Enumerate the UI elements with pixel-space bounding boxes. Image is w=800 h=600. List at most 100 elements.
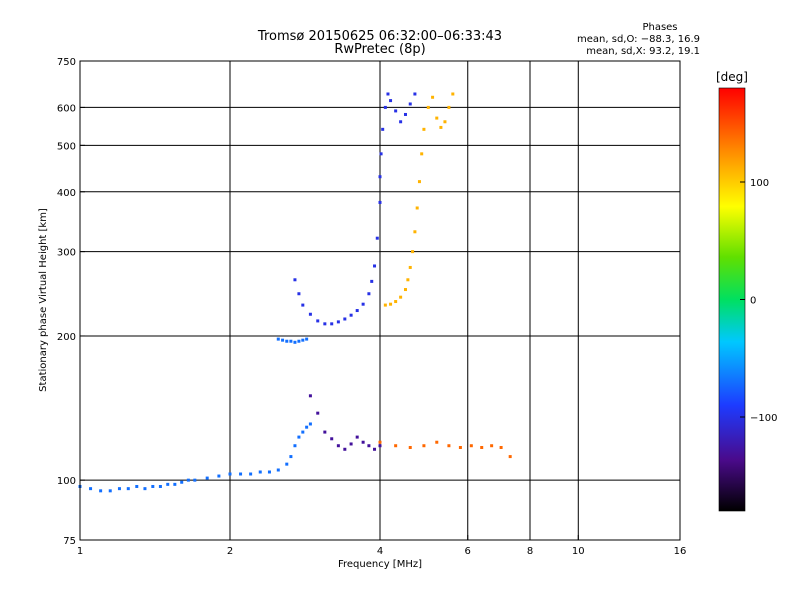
data-point xyxy=(367,444,371,448)
data-point xyxy=(426,105,430,109)
x-axis-label: Frequency [MHz] xyxy=(338,559,422,570)
data-point xyxy=(413,92,417,96)
data-point xyxy=(408,265,412,269)
y-tick-label: 200 xyxy=(57,332,76,343)
data-point xyxy=(420,152,424,156)
data-point xyxy=(406,278,410,282)
y-tick-label: 750 xyxy=(57,57,76,68)
colorbar-tick-label: −100 xyxy=(750,413,777,424)
x-tick-label: 1 xyxy=(77,546,83,557)
data-point xyxy=(451,92,455,96)
data-point xyxy=(336,444,340,448)
data-point xyxy=(499,445,503,449)
data-point xyxy=(378,440,382,444)
data-point xyxy=(373,447,377,451)
data-point xyxy=(447,444,451,448)
data-point xyxy=(408,102,412,106)
data-point xyxy=(490,444,494,448)
data-point xyxy=(431,95,435,99)
data-point xyxy=(508,455,512,459)
data-point xyxy=(308,422,312,426)
data-point xyxy=(399,120,403,124)
data-point xyxy=(480,445,484,449)
data-point xyxy=(173,482,177,486)
stats-x-mode: mean, sd,X: 93.2, 19.1 xyxy=(586,46,700,57)
data-point xyxy=(126,487,130,491)
data-point xyxy=(379,152,383,156)
data-point xyxy=(330,322,334,326)
data-point xyxy=(361,302,365,306)
plot-frame xyxy=(79,60,681,541)
x-tick-label: 8 xyxy=(527,546,533,557)
data-point xyxy=(316,319,320,323)
data-point xyxy=(394,444,398,448)
colorbar-tick-label: 100 xyxy=(750,178,769,189)
colorbar-label: [deg] xyxy=(716,70,748,84)
colorbar-ticks: 100 0 −100 xyxy=(740,178,777,424)
data-point xyxy=(383,303,387,307)
data-point xyxy=(355,435,359,439)
data-point xyxy=(373,264,377,268)
data-point xyxy=(367,292,371,296)
data-point xyxy=(293,340,297,344)
data-point xyxy=(117,487,121,491)
data-point xyxy=(285,339,289,343)
data-point xyxy=(378,444,382,448)
data-point xyxy=(293,278,297,282)
data-point xyxy=(297,292,301,296)
colorbar-tick-label: 0 xyxy=(750,296,756,307)
data-point xyxy=(301,430,305,434)
data-point xyxy=(249,472,253,476)
data-point xyxy=(301,303,305,307)
data-point xyxy=(439,125,443,129)
data-point xyxy=(205,476,209,480)
data-point xyxy=(281,338,285,342)
data-point xyxy=(308,394,312,398)
data-point xyxy=(336,320,340,324)
plot-area xyxy=(78,60,681,541)
data-point xyxy=(399,295,403,299)
data-point xyxy=(375,236,379,240)
data-point xyxy=(458,445,462,449)
data-point xyxy=(394,300,398,304)
data-point xyxy=(258,470,262,474)
x-tick-label: 6 xyxy=(465,546,471,557)
data-point xyxy=(289,455,293,459)
data-point xyxy=(276,468,280,472)
data-point xyxy=(383,105,387,109)
data-point xyxy=(305,425,309,429)
data-point xyxy=(389,99,393,103)
data-point xyxy=(343,447,347,451)
data-point xyxy=(443,120,447,124)
x-tick-label: 16 xyxy=(674,546,687,557)
data-point xyxy=(239,472,243,476)
data-point xyxy=(413,230,417,234)
data-point xyxy=(217,474,221,478)
data-point xyxy=(417,180,421,184)
data-point xyxy=(186,478,190,482)
data-point xyxy=(378,200,382,204)
data-point xyxy=(349,442,353,446)
y-tick-label: 600 xyxy=(57,103,76,114)
data-point xyxy=(193,478,197,482)
data-point xyxy=(447,105,451,109)
y-tick-label: 100 xyxy=(57,476,76,487)
data-point xyxy=(330,437,334,441)
y-axis-label: Stationary phase Virtual Height [km] xyxy=(38,208,49,392)
data-point xyxy=(166,482,170,486)
data-point xyxy=(361,440,365,444)
data-point xyxy=(435,440,439,444)
data-point xyxy=(89,487,93,491)
data-point xyxy=(403,288,407,292)
data-point xyxy=(422,127,426,131)
stats-heading: Phases xyxy=(642,22,677,33)
data-point xyxy=(108,489,112,493)
colorbar xyxy=(718,87,746,512)
data-point xyxy=(308,312,312,316)
data-point xyxy=(386,92,390,96)
data-point xyxy=(180,480,184,484)
data-point xyxy=(389,302,393,306)
stats-o-mode: mean, sd,O: −88.3, 16.9 xyxy=(577,34,700,45)
data-point xyxy=(415,206,419,210)
data-point xyxy=(394,109,398,113)
